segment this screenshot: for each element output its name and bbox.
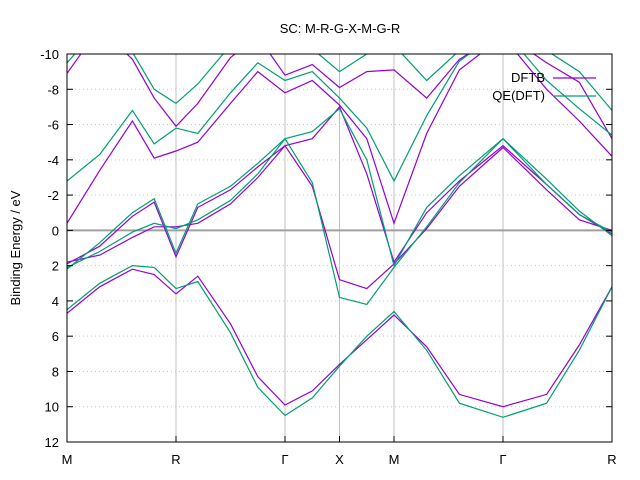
y-tick-label: -4 xyxy=(47,153,59,168)
y-tick-label: 12 xyxy=(45,435,59,450)
y-tick-label: -8 xyxy=(47,82,59,97)
x-tick-label: M xyxy=(62,452,73,467)
x-tick-label: Γ xyxy=(499,452,506,467)
y-tick-label: -6 xyxy=(47,118,59,133)
y-tick-label: 6 xyxy=(52,329,59,344)
band-line-dftb-2 xyxy=(67,105,612,265)
chart-title: SC: M-R-G-X-M-G-R xyxy=(280,21,401,36)
band-line-qe-dft--2 xyxy=(67,107,612,270)
band-line-qe-dft--3 xyxy=(67,54,612,183)
band-line-qe-dft--0 xyxy=(67,264,612,418)
y-tick-label: -2 xyxy=(47,188,59,203)
x-tick-label: Γ xyxy=(281,452,288,467)
grid xyxy=(66,54,613,442)
band-line-dftb-0 xyxy=(67,268,612,408)
legend-label: DFTB xyxy=(511,70,545,85)
y-tick-label: 2 xyxy=(52,259,59,274)
y-tick-label: 4 xyxy=(52,294,59,309)
band-line-dftb-3 xyxy=(67,54,612,226)
x-tick-label: R xyxy=(171,452,180,467)
x-tick-label: R xyxy=(607,452,616,467)
y-axis-label: Binding Energy / eV xyxy=(8,190,23,305)
legend-label: QE(DFT) xyxy=(492,88,545,103)
plot-area xyxy=(67,54,612,418)
legend: DFTB QE(DFT) xyxy=(492,70,596,103)
x-tick-label: X xyxy=(335,452,344,467)
band-line-qe-dft--4 xyxy=(67,54,612,111)
y-tick-label: 8 xyxy=(52,364,59,379)
y-tick-label: 0 xyxy=(52,223,59,238)
x-tick-label: M xyxy=(389,452,400,467)
y-tick-label: 10 xyxy=(45,400,59,415)
y-tick-label: -10 xyxy=(40,47,59,62)
band-line-dftb-4 xyxy=(67,54,612,140)
band-line-dftb-1 xyxy=(67,144,612,290)
y-axis-ticks: -10 -8 -6 -4 -2 0 2 4 6 8 10 12 xyxy=(40,47,612,450)
